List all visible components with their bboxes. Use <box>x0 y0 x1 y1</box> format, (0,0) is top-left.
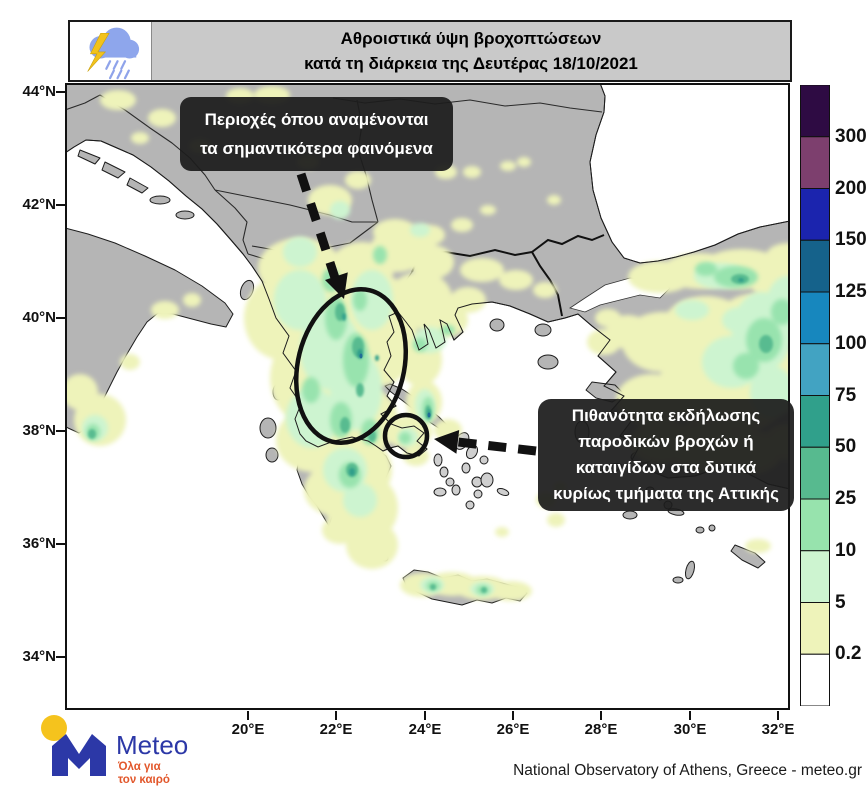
lat-label-38n: 38°N <box>22 422 56 439</box>
lon-label-22e: 22°E <box>319 721 353 738</box>
arrow-attica-head <box>434 430 460 454</box>
lat-label-42n: 42°N <box>22 196 56 213</box>
legend-label-50: 50 <box>835 436 857 457</box>
legend-label-300: 300 <box>835 126 867 147</box>
logo-tagline-line2: τον καιρό <box>118 774 170 786</box>
lat-label-34n: 34°N <box>22 648 56 665</box>
legend-cell <box>800 498 830 552</box>
lat-tick <box>56 91 65 93</box>
legend-cell <box>800 446 830 500</box>
arrow-attica-dashed-line <box>457 437 537 456</box>
precipitation-color-scale <box>800 85 830 706</box>
meteo-logo: Meteo Όλα για τον καιρό <box>41 715 188 786</box>
legend-label-150: 150 <box>835 229 867 250</box>
map-frame <box>65 83 790 710</box>
island-rhodes <box>730 544 766 569</box>
island <box>77 149 101 165</box>
callout-attica-line4: κυρίως τμήματα της Αττικής <box>553 484 779 503</box>
lat-tick <box>56 204 65 206</box>
callout-attica: Πιθανότητα εκδήλωσης παροδικών βροχών ή … <box>538 399 794 511</box>
lat-tick <box>56 543 65 545</box>
callout-main-line1: Περιοχές όπου αναμένονται <box>204 110 429 129</box>
legend-label-5: 5 <box>835 592 846 613</box>
lon-tick <box>512 711 514 720</box>
lon-label-30e: 30°E <box>673 721 707 738</box>
island <box>126 177 149 194</box>
island-astypalea <box>622 510 638 520</box>
island-kefalonia <box>259 417 277 439</box>
callout-attica-line3: καταιγίδων στα δυτικά <box>575 458 757 477</box>
island <box>695 526 705 534</box>
lon-label-28e: 28°E <box>584 721 618 738</box>
island <box>149 195 171 205</box>
annotation-ellipse-main-area <box>293 286 409 446</box>
callout-attica-line1: Πιθανότητα εκδήλωσης <box>571 406 761 425</box>
legend-cell <box>800 136 830 189</box>
callout-attica-line2: παροδικών βροχών ή <box>578 432 754 451</box>
island <box>101 161 126 179</box>
lon-tick <box>777 711 779 720</box>
legend-cell <box>800 602 830 655</box>
lat-label-44n: 44°N <box>22 83 56 100</box>
rain-100-blobs <box>359 353 431 418</box>
precipitation-map <box>65 83 790 710</box>
legend-label-10: 10 <box>835 540 857 561</box>
title-bar: Αθροιστικά ύψη βροχοπτώσεων κατά τη διάρ… <box>68 20 792 82</box>
callout-main-phenomena: Περιοχές όπου αναμένονται τα σημαντικότε… <box>180 97 453 171</box>
annotation-circle-attica <box>382 412 430 460</box>
legend-cell-top <box>800 85 830 138</box>
legend-cell <box>800 550 830 603</box>
legend-cell <box>800 395 830 448</box>
logo-sun-circle <box>41 715 67 741</box>
legend-cell <box>800 343 830 396</box>
island <box>672 576 684 584</box>
lon-label-20e: 20°E <box>231 721 265 738</box>
legend-label-02: 0.2 <box>835 643 862 664</box>
island-samothrace <box>534 323 552 337</box>
legend-cell <box>800 239 830 293</box>
legend-label-125: 125 <box>835 281 867 302</box>
storm-icon-graphic <box>86 27 139 80</box>
map-title: Αθροιστικά ύψη βροχοπτώσεων κατά τη διάρ… <box>152 22 790 80</box>
logo-brand-text: Meteo <box>116 730 188 760</box>
map-annotations <box>293 172 537 460</box>
island-thasos <box>489 318 505 332</box>
island <box>708 524 716 532</box>
lat-tick <box>56 656 65 658</box>
lon-label-26e: 26°E <box>496 721 530 738</box>
lat-tick <box>56 430 65 432</box>
lat-label-36n: 36°N <box>22 535 56 552</box>
arrow-main-dashed-line <box>296 172 341 283</box>
attribution-text: National Observatory of Athens, Greece -… <box>513 762 862 779</box>
logo-m-glyph <box>52 734 106 776</box>
storm-cloud-lightning-icon <box>70 22 152 80</box>
legend-label-75: 75 <box>835 385 857 406</box>
lon-label-32e: 32°E <box>761 721 795 738</box>
legend-label-25: 25 <box>835 488 857 509</box>
lon-label-24e: 24°E <box>408 721 442 738</box>
callout-main-line2: τα σημαντικότερα φαινόμενα <box>200 139 433 158</box>
legend-label-100: 100 <box>835 333 867 354</box>
island-lemnos <box>537 354 559 370</box>
island <box>175 210 195 220</box>
lat-tick <box>56 317 65 319</box>
legend-cell <box>800 291 830 345</box>
lon-tick <box>600 711 602 720</box>
map-title-line1: Αθροιστικά ύψη βροχοπτώσεων <box>340 29 602 48</box>
island-zakynthos <box>265 447 279 463</box>
lon-tick <box>335 711 337 720</box>
lon-tick <box>424 711 426 720</box>
map-title-line2: κατά τη διάρκεια της Δευτέρας 18/10/2021 <box>304 54 638 73</box>
logo-tagline-line1: Όλα για <box>117 761 161 773</box>
lon-tick <box>689 711 691 720</box>
lat-label-40n: 40°N <box>22 309 56 326</box>
cyclades-islands <box>381 432 510 562</box>
arrow-main-head <box>325 272 348 299</box>
legend-cell-bottom <box>800 653 830 706</box>
legend-cell <box>800 188 830 241</box>
lon-tick <box>247 711 249 720</box>
island-karpathos <box>684 560 696 580</box>
legend-label-200: 200 <box>835 178 867 199</box>
